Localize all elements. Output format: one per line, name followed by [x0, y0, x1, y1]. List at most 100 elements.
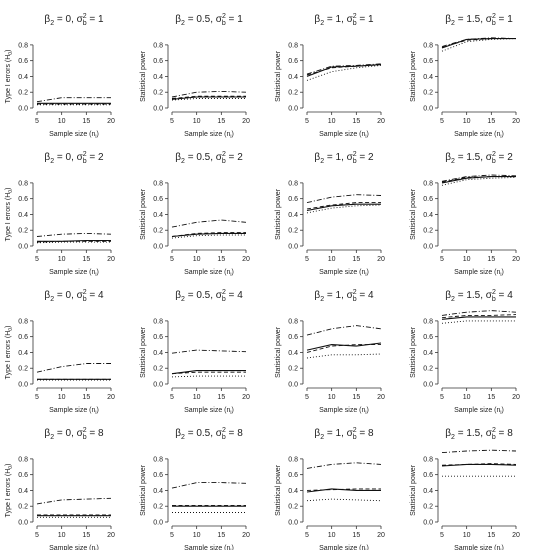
title-comma: , σ	[71, 14, 84, 25]
x-tick-label: 10	[58, 532, 66, 539]
x-tick-label: 15	[352, 394, 360, 401]
series-line-dashed	[441, 463, 517, 466]
sigma-superscript: 2	[353, 151, 357, 158]
y-axis-label: Type I errors (H0)	[5, 326, 14, 380]
x-label-text: Sample size (n	[49, 407, 95, 414]
series-line-dash-dot	[306, 325, 382, 336]
x-label-close: )	[97, 269, 99, 276]
y-tick-label: 0.0	[423, 244, 433, 251]
title-equals: =	[357, 152, 368, 163]
y-tick-label: 0.4	[288, 74, 298, 81]
x-label-close: )	[367, 407, 369, 414]
beta-symbol: β	[44, 14, 50, 25]
panel-6: β2 = 0.5, σ2 b = 20.00.20.40.60.85 10 15 20S…	[140, 151, 250, 278]
beta-symbol: β	[314, 290, 320, 301]
panel-16: β2 = 1.5, σ2 b = 80.00.20.40.60.85 10 15 20S…	[410, 427, 520, 550]
beta-subscript: 2	[181, 434, 185, 441]
title-equals: =	[54, 428, 65, 439]
y-label-text: Statistical power	[140, 326, 147, 378]
sigma-value: 2	[237, 152, 243, 163]
y-tick-label: 0.8	[153, 318, 163, 325]
panel-15: β2 = 1, σ2 b = 80.00.20.40.60.85 10 15 20Sam…	[275, 427, 385, 550]
x-label-text: Sample size (n	[319, 269, 365, 276]
x-tick-label: 15	[82, 394, 90, 401]
y-tick-label: 0.0	[153, 382, 163, 389]
sigma-value: 2	[98, 152, 104, 163]
y-tick-label: 0.4	[288, 350, 298, 357]
x-tick-label: 15	[487, 256, 495, 263]
y-tick-label: 0.4	[153, 488, 163, 495]
y-tick-label: 0.2	[18, 228, 28, 235]
sigma-superscript: 2	[83, 289, 87, 296]
x-axis-label: Sample size (ni)	[49, 407, 99, 416]
panel-title: β2 = 0, σ2 b = 8	[44, 427, 104, 441]
x-tick-label: 20	[377, 256, 385, 263]
y-axis-label: Statistical power	[410, 188, 417, 240]
y-tick-label: 0.6	[153, 334, 163, 341]
y-label-text: Statistical power	[275, 50, 282, 102]
x-tick-label: 10	[463, 118, 471, 125]
x-label-text: Sample size (n	[184, 545, 230, 550]
y-axis-label: Statistical power	[275, 50, 282, 102]
series-line-dotted	[171, 375, 246, 378]
sigma-superscript: 2	[222, 13, 226, 20]
series-line-dotted	[306, 64, 382, 81]
x-tick-label: 20	[242, 394, 250, 401]
title-equals: =	[185, 428, 196, 439]
panel-8: β2 = 1.5, σ2 b = 20.00.20.40.60.85 10 15 20S…	[410, 151, 520, 278]
x-label-text: Sample size (n	[184, 131, 230, 138]
panel-title: β2 = 0, σ2 b = 1	[44, 13, 104, 27]
y-tick-label: 0.6	[423, 58, 433, 65]
title-comma: , σ	[341, 428, 354, 439]
x-tick-label: 5	[35, 256, 39, 263]
panel-title: β2 = 0.5, σ2 b = 2	[175, 151, 243, 165]
sigma-subscript: b	[83, 434, 87, 441]
title-equals: =	[54, 290, 65, 301]
y-label-subscript: 0	[8, 466, 14, 469]
y-tick-label: 0.0	[153, 244, 163, 251]
sigma-superscript: 2	[83, 151, 87, 158]
x-tick-label: 15	[217, 256, 225, 263]
y-axis-label: Statistical power	[275, 326, 282, 378]
x-tick-label: 15	[487, 532, 495, 539]
y-label-text: Statistical power	[410, 326, 417, 378]
sigma-subscript: b	[222, 158, 226, 165]
beta-value: 0	[66, 14, 72, 25]
panel-title: β2 = 1.5, σ2 b = 2	[445, 151, 513, 165]
x-axis-label: Sample size (ni)	[184, 545, 234, 550]
x-tick-label: 20	[107, 532, 115, 539]
beta-value: 1	[336, 290, 342, 301]
x-axis-label: Sample size (ni)	[49, 131, 99, 140]
y-tick-label: 0.4	[18, 212, 28, 219]
y-tick-label: 0.4	[18, 350, 28, 357]
panel-title: β2 = 1.5, σ2 b = 4	[445, 289, 513, 303]
x-tick-label: 10	[328, 256, 336, 263]
x-tick-label: 20	[512, 532, 520, 539]
x-tick-label: 15	[82, 256, 90, 263]
title-equals: =	[54, 152, 65, 163]
series-line-dashed	[171, 371, 246, 375]
y-axis-label: Type I errors (H0)	[5, 464, 14, 518]
beta-subscript: 2	[50, 20, 54, 27]
title-equals: =	[185, 14, 196, 25]
title-equals: =	[496, 152, 507, 163]
x-label-close: )	[502, 269, 504, 276]
beta-symbol: β	[44, 152, 50, 163]
panel-9: β2 = 0, σ2 b = 40.00.20.40.60.85 10 15 20Sam…	[5, 289, 115, 416]
sigma-superscript: 2	[492, 289, 496, 296]
panel-title: β2 = 0.5, σ2 b = 8	[175, 427, 243, 441]
series-line-dash-dot	[36, 497, 112, 505]
beta-subscript: 2	[50, 296, 54, 303]
y-tick-label: 0.6	[288, 58, 298, 65]
x-tick-label: 10	[463, 394, 471, 401]
y-tick-label: 0.0	[288, 244, 298, 251]
y-tick-label: 0.2	[153, 228, 163, 235]
beta-subscript: 2	[451, 158, 455, 165]
series-line-dash-dot	[36, 363, 111, 373]
y-tick-label: 0.2	[18, 366, 28, 373]
beta-value: 1.5	[466, 290, 480, 301]
y-tick-label: 0.2	[288, 228, 298, 235]
y-axis-label: Statistical power	[140, 464, 147, 516]
title-equals: =	[455, 428, 466, 439]
y-tick-label: 0.8	[423, 180, 433, 187]
